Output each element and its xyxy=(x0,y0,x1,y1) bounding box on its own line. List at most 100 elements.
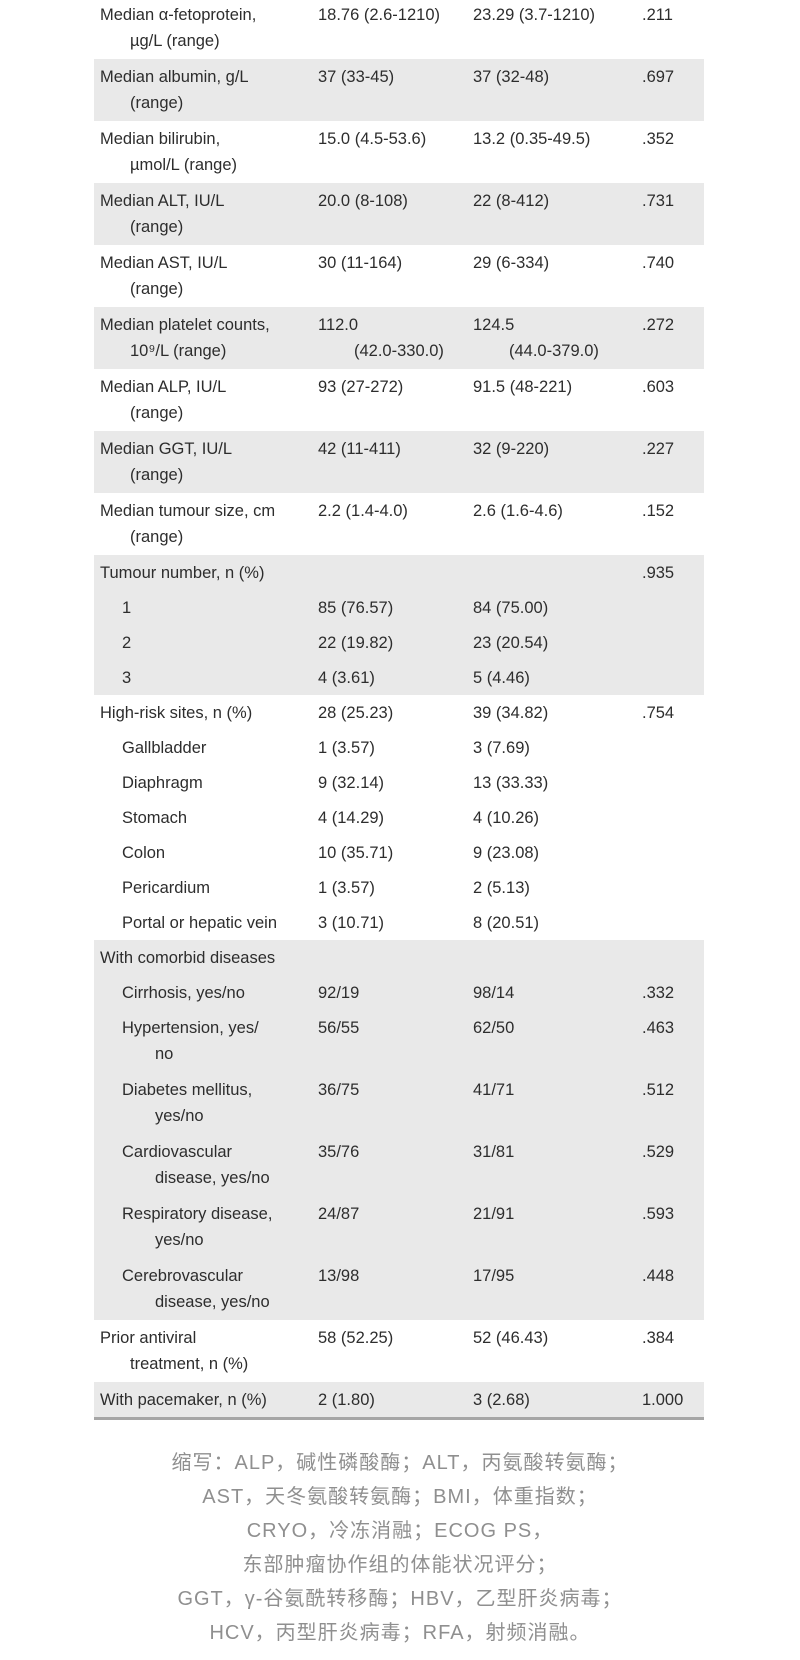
row-label: Median platelet counts, 10⁹/L (range) xyxy=(100,316,270,360)
table-row: Median ALP, IU/L (range) 93 (27-272) 91.… xyxy=(94,369,704,431)
p-value: .740 xyxy=(642,254,675,272)
group1-value: 37 (33-45) xyxy=(318,68,395,86)
group2-value: 124.5 (44.0-379.0) xyxy=(473,316,599,360)
group1-value: 36/75 xyxy=(318,1081,360,1099)
row-label: Median α-fetoprotein, µg/L (range) xyxy=(100,6,257,50)
group1-value: 15.0 (4.5-53.6) xyxy=(318,130,427,148)
table-row: Cerebrovascular disease, yes/no 13/98 17… xyxy=(94,1258,704,1320)
group2-value: 62/50 xyxy=(473,1019,515,1037)
p-value xyxy=(642,735,704,761)
group2-value: 37 (32-48) xyxy=(473,68,550,86)
table-row: Portal or hepatic vein 3 (10.71) 8 (20.5… xyxy=(94,905,704,940)
p-value: .593 xyxy=(642,1205,675,1223)
group2-value: 3 (7.69) xyxy=(473,738,530,757)
row-label: 2 xyxy=(122,633,132,652)
group1-value: 2.2 (1.4-4.0) xyxy=(318,502,408,520)
table-row: Hypertension, yes/ no 56/55 62/50 .463 xyxy=(94,1010,704,1072)
p-value: .697 xyxy=(642,68,675,86)
row-label: Stomach xyxy=(122,808,188,827)
p-value xyxy=(642,770,704,796)
p-value: .463 xyxy=(642,1019,675,1037)
row-label: Median ALT, IU/L (range) xyxy=(100,192,225,236)
group2-value: 2 (5.13) xyxy=(473,878,530,897)
row-label: Median ALP, IU/L (range) xyxy=(100,378,227,422)
group2-value: 23 (20.54) xyxy=(473,633,549,652)
group2-value: 21/91 xyxy=(473,1205,515,1223)
footnote-line: GGT，γ-谷氨酰转移酶；HBV，乙型肝炎病毒； xyxy=(177,1588,623,1610)
group2-value: 13 (33.33) xyxy=(473,773,549,792)
row-label: Cerebrovascular disease, yes/no xyxy=(122,1267,270,1311)
row-label: Median GGT, IU/L (range) xyxy=(100,440,233,484)
table-row: Diabetes mellitus, yes/no 36/75 41/71 .5… xyxy=(94,1072,704,1134)
group1-value: 1 (3.57) xyxy=(318,738,375,757)
p-value: .352 xyxy=(642,130,675,148)
group2-value: 2.6 (1.6-4.6) xyxy=(473,502,563,520)
row-label: Median albumin, g/L (range) xyxy=(100,68,249,112)
table-row: Pericardium 1 (3.57) 2 (5.13) xyxy=(94,870,704,905)
row-label: Prior antiviral treatment, n (%) xyxy=(100,1329,249,1373)
group2-value: 98/14 xyxy=(473,983,515,1002)
group1-value: 22 (19.82) xyxy=(318,633,394,652)
row-label: With pacemaker, n (%) xyxy=(100,1390,267,1409)
row-label: High-risk sites, n (%) xyxy=(100,703,253,722)
row-label: Median bilirubin, µmol/L (range) xyxy=(100,130,238,174)
group2-value: 31/81 xyxy=(473,1143,515,1161)
row-label: Respiratory disease, yes/no xyxy=(122,1205,273,1249)
group2-value: 41/71 xyxy=(473,1081,515,1099)
tumour-number-section: Tumour number, n (%) .935 1 85 (76.57) 8… xyxy=(94,555,704,695)
table-row: Median ALT, IU/L (range) 20.0 (8-108) 22… xyxy=(94,183,704,245)
group2-value: 17/95 xyxy=(473,1267,515,1285)
table-bottom-border xyxy=(94,1417,704,1420)
row-label: Colon xyxy=(122,843,166,862)
table-row: Prior antiviral treatment, n (%) 58 (52.… xyxy=(94,1320,704,1382)
p-value: .272 xyxy=(642,316,675,334)
table-row: Cirrhosis, yes/no 92/19 98/14 .332 xyxy=(94,975,704,1010)
group2-value: 91.5 (48-221) xyxy=(473,378,573,396)
group2-value: 32 (9-220) xyxy=(473,440,550,458)
group1-value: 4 (14.29) xyxy=(318,808,385,827)
table-row: Median platelet counts, 10⁹/L (range) 11… xyxy=(94,307,704,369)
group1-value: 9 (32.14) xyxy=(318,773,385,792)
p-value: .448 xyxy=(642,1267,675,1285)
row-label: Diaphragm xyxy=(122,773,203,792)
p-value: .384 xyxy=(642,1329,675,1347)
table-row: 2 22 (19.82) 23 (20.54) xyxy=(94,625,704,660)
p-value xyxy=(642,875,704,901)
p-value: .603 xyxy=(642,378,675,396)
group2-value: 4 (10.26) xyxy=(473,808,540,827)
p-value: .227 xyxy=(642,440,675,458)
group2-value: 22 (8-412) xyxy=(473,192,550,210)
abbreviations-footnote: 缩写：ALP，碱性磷酸酶；ALT，丙氨酸转氨酶； AST，天冬氨酸转氨酶；BMI… xyxy=(80,1446,720,1650)
p-value: .935 xyxy=(642,563,675,582)
patient-characteristics-table: Median α-fetoprotein, µg/L (range) 18.76… xyxy=(94,0,704,1420)
row-label: Diabetes mellitus, yes/no xyxy=(122,1081,253,1125)
group2-value xyxy=(473,560,642,586)
row-label: 1 xyxy=(122,598,132,617)
group1-value: 56/55 xyxy=(318,1019,360,1037)
table-row: High-risk sites, n (%) 28 (25.23) 39 (34… xyxy=(94,695,704,730)
table-row: Median bilirubin, µmol/L (range) 15.0 (4… xyxy=(94,121,704,183)
row-label: With comorbid diseases xyxy=(100,948,276,967)
group2-value: 52 (46.43) xyxy=(473,1329,549,1347)
row-label: Cirrhosis, yes/no xyxy=(122,983,245,1002)
row-label: Hypertension, yes/ no xyxy=(122,1019,259,1063)
footnote-line: 缩写：ALP，碱性磷酸酶；ALT，丙氨酸转氨酶； xyxy=(171,1452,629,1474)
group1-value: 112.0 (42.0-330.0) xyxy=(318,316,444,360)
group1-value: 30 (11-164) xyxy=(318,254,403,272)
p-value xyxy=(642,840,704,866)
group1-value: 93 (27-272) xyxy=(318,378,404,396)
row-label: Tumour number, n (%) xyxy=(100,563,265,582)
row-label: Cardiovascular disease, yes/no xyxy=(122,1143,270,1187)
row-label: 3 xyxy=(122,668,132,687)
group1-value: 4 (3.61) xyxy=(318,668,375,687)
group2-value: 8 (20.51) xyxy=(473,913,540,932)
high-risk-sites-section: High-risk sites, n (%) 28 (25.23) 39 (34… xyxy=(94,695,704,940)
group1-value: 28 (25.23) xyxy=(318,703,394,722)
footnote-line: 东部肿瘤协作组的体能状况评分； xyxy=(242,1554,558,1576)
group2-value xyxy=(473,945,642,971)
group1-value: 2 (1.80) xyxy=(318,1390,375,1409)
table-row: Gallbladder 1 (3.57) 3 (7.69) xyxy=(94,730,704,765)
table-row: Median GGT, IU/L (range) 42 (11-411) 32 … xyxy=(94,431,704,493)
table-row: Median AST, IU/L (range) 30 (11-164) 29 … xyxy=(94,245,704,307)
group2-value: 3 (2.68) xyxy=(473,1390,530,1409)
